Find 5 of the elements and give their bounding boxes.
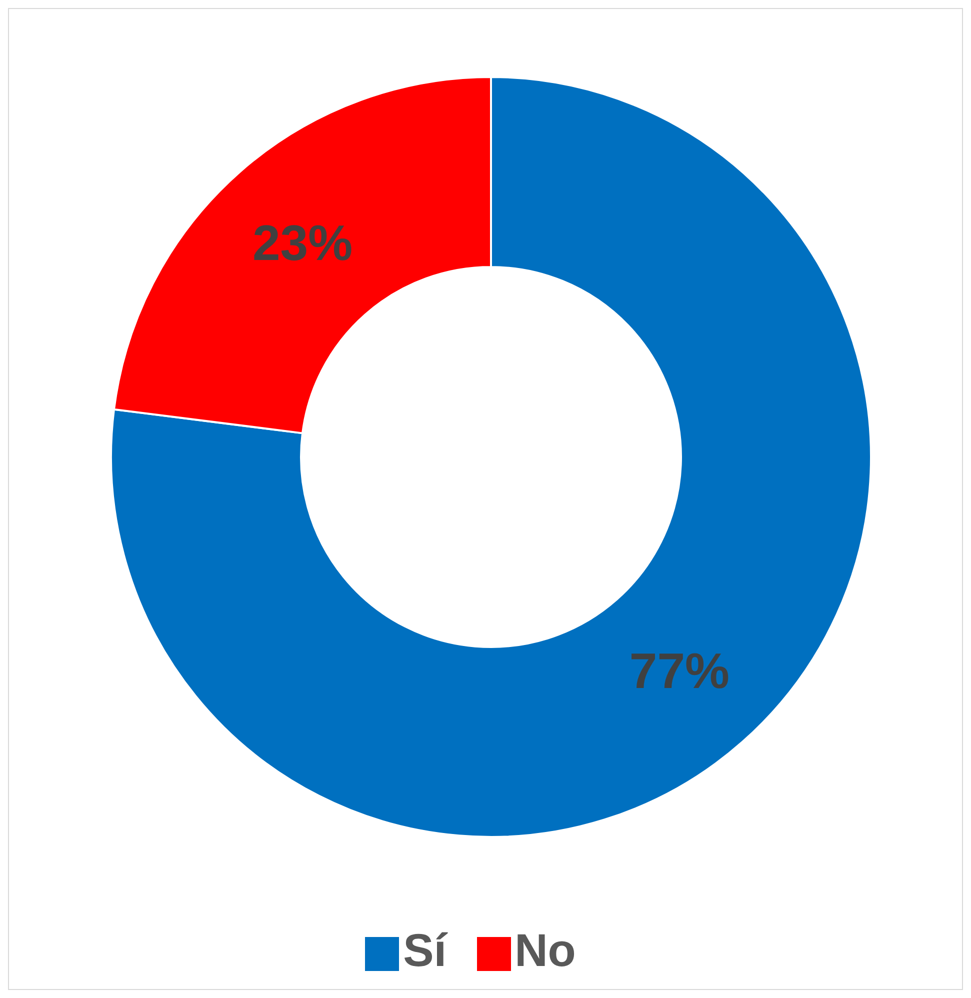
- data-label: 77%: [629, 642, 730, 699]
- donut-slice: [110, 76, 872, 838]
- data-label: 23%: [252, 215, 353, 272]
- legend-label: Sí: [403, 924, 447, 976]
- legend-label: No: [514, 924, 576, 976]
